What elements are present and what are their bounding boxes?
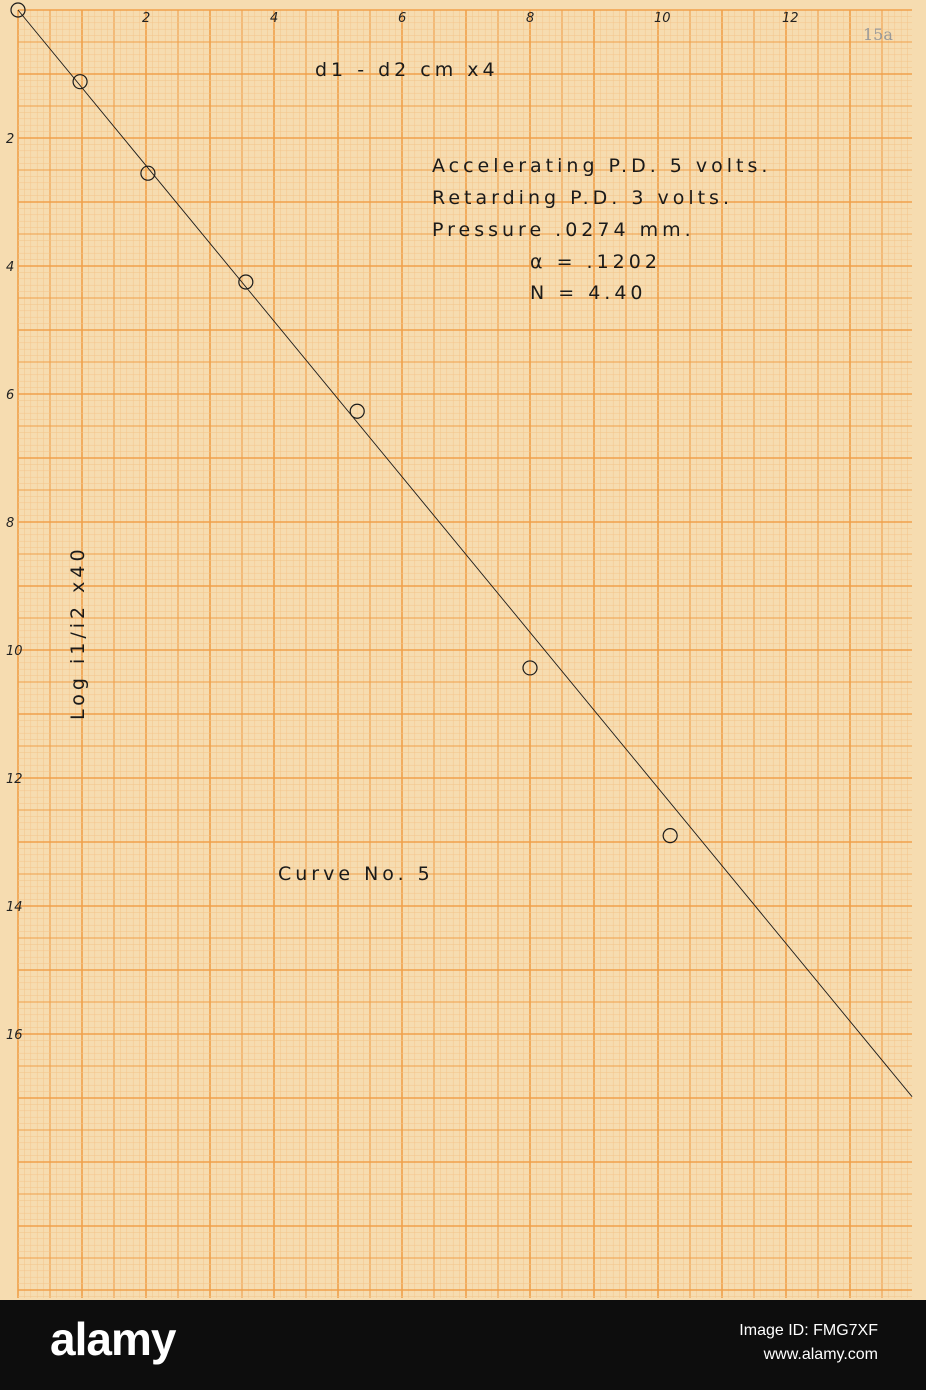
x-axis-label: d1 - d2 cm x4 <box>315 59 499 81</box>
y-tick-label: 14 <box>6 900 23 915</box>
annotation: α = .1202 <box>530 251 661 273</box>
y-tick-label: 6 <box>6 388 14 403</box>
grid <box>17 9 912 1298</box>
data-point <box>140 165 156 181</box>
y-tick-label: 12 <box>6 772 23 787</box>
footer-bar <box>0 1300 926 1390</box>
data-point <box>522 660 538 676</box>
graph-paper: 2 4 6 8 10 12 2 4 6 8 10 12 14 16 d1 - d2 cm x4 15a L… <box>0 0 926 1300</box>
data-point <box>72 74 88 90</box>
alamy-logo: alamy <box>50 1313 176 1365</box>
annotation: N = 4.40 <box>530 282 647 304</box>
fit-line <box>17 9 913 1098</box>
annotation: Accelerating P.D. 5 volts. <box>432 155 771 177</box>
annotation: Retarding P.D. 3 volts. <box>432 187 733 209</box>
data-point <box>662 827 678 844</box>
chart-title: Curve No. 5 <box>278 863 434 885</box>
y-tick-label: 2 <box>6 132 14 147</box>
y-axis-label: Log i1/i2 x40 <box>67 545 89 720</box>
y-tick-label: 16 <box>6 1028 23 1043</box>
data-point <box>349 403 365 419</box>
x-tick-label: 2 <box>142 11 150 26</box>
page-number: 15a <box>863 25 893 44</box>
site-url: www.alamy.com <box>763 1346 878 1363</box>
y-tick-label: 8 <box>6 516 14 531</box>
chart-svg: 2 4 6 8 10 12 2 4 6 8 10 12 14 16 d1 - d2 cm x4 15a L… <box>6 2 913 1298</box>
x-tick-label: 8 <box>526 11 534 26</box>
data-point <box>10 2 26 18</box>
x-tick-label: 12 <box>782 11 799 26</box>
x-tick-label: 10 <box>654 11 671 26</box>
annotation: Pressure .0274 mm. <box>432 219 695 241</box>
x-tick-label: 4 <box>270 11 278 26</box>
y-tick-label: 4 <box>6 260 14 275</box>
y-tick-label: 10 <box>6 644 23 659</box>
x-tick-label: 6 <box>398 11 406 26</box>
data-point <box>238 274 254 290</box>
image-id: Image ID: FMG7XF <box>739 1322 878 1339</box>
